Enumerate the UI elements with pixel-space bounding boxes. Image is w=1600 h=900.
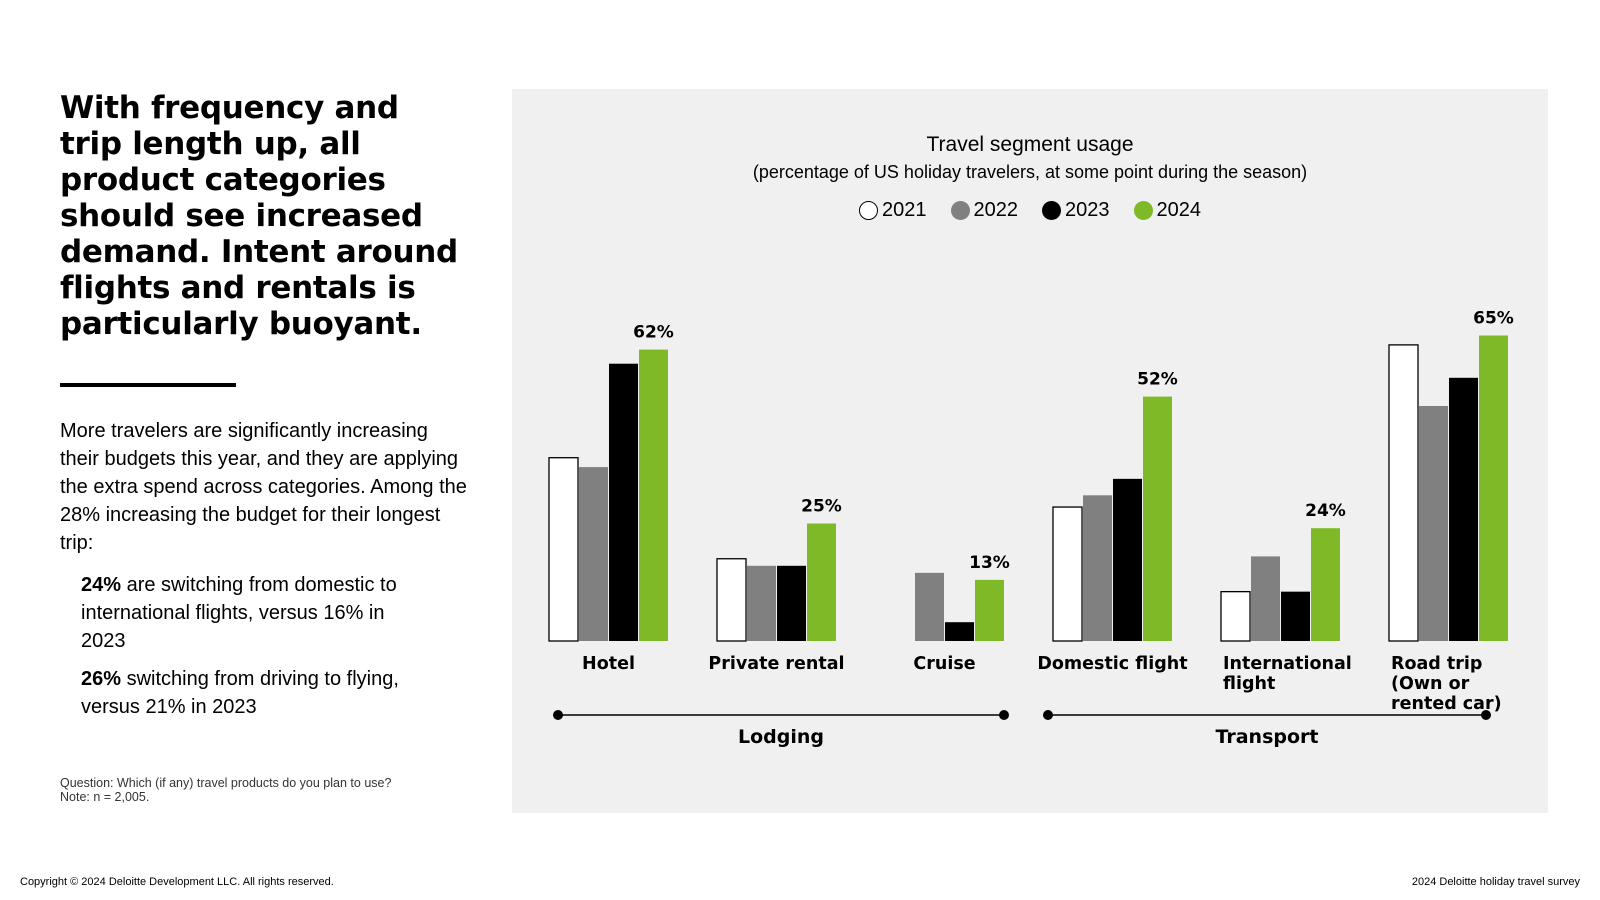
- legend-label-2021: 2021: [882, 199, 927, 221]
- legend-item-2023: 2023: [1042, 199, 1110, 222]
- legend-swatch-2023: [1042, 201, 1061, 220]
- bar-2021: [1220, 590, 1251, 642]
- bar-value-label: 24%: [1305, 501, 1346, 521]
- bar-2023: [1449, 377, 1478, 641]
- legend-label-2022: 2022: [973, 199, 1019, 221]
- bar-value-label: 25%: [801, 497, 842, 517]
- legend-label-2023: 2023: [1065, 199, 1110, 221]
- legend-swatch-2022: [950, 201, 970, 220]
- bullet-stat: 26%: [81, 668, 122, 690]
- group-line-endpoint: [1043, 710, 1053, 720]
- category-label: (Own or: [1391, 674, 1470, 694]
- bar-2024: [1311, 528, 1340, 641]
- bullet-stat: 24%: [81, 574, 122, 596]
- group-line-endpoint: [999, 710, 1009, 720]
- chart-subtitle: (percentage of US holiday travelers, at …: [752, 162, 1308, 182]
- bar-2022: [747, 565, 776, 641]
- bullet-item: 26% switching from driving to flying, ve…: [81, 665, 426, 721]
- note-question: Question: Which (if any) travel products…: [60, 776, 392, 790]
- group-label: Transport: [1215, 726, 1318, 748]
- bar-value-label: 13%: [969, 553, 1010, 573]
- bar-2023: [777, 565, 806, 641]
- category-label: flight: [1223, 674, 1275, 694]
- copyright: Copyright © 2024 Deloitte Development LL…: [20, 876, 334, 888]
- bar-2021: [1388, 344, 1419, 642]
- bar-2022: [1419, 406, 1448, 641]
- category-label: rented car): [1391, 694, 1502, 714]
- body-text: More travelers are significantly increas…: [60, 420, 467, 554]
- group-line-endpoint: [553, 710, 563, 720]
- chart-title: Travel segment usage: [926, 133, 1134, 156]
- category-label: Cruise: [913, 654, 975, 674]
- bar-2021: [716, 558, 747, 642]
- legend-item-2022: 2022: [950, 199, 1019, 222]
- category-label: Private rental: [708, 654, 844, 674]
- bar-2022: [915, 572, 944, 641]
- bar-2023: [945, 622, 974, 641]
- legend-label-2024: 2024: [1156, 199, 1202, 221]
- legend-item-2021: 2021: [859, 199, 927, 222]
- bar-2024: [1143, 396, 1172, 641]
- bar-2022: [1251, 556, 1280, 641]
- note-sample-size: Note: n = 2,005.: [60, 790, 150, 804]
- bar-chart: 62% Hotel 25% Private rental 13% Cruise 52% Dom…: [548, 309, 1514, 748]
- legend-item-2024: 2024: [1133, 199, 1202, 222]
- bar-value-label: 65%: [1473, 309, 1514, 329]
- bullet-item: 24% are switching from domestic to inter…: [81, 571, 426, 655]
- group-line-endpoint: [1481, 710, 1491, 720]
- bar-2024: [807, 523, 836, 641]
- bar-2021: [548, 457, 579, 642]
- bullet-text: switching from driving to flying, versus…: [81, 668, 399, 718]
- legend-swatch-2021: [859, 201, 878, 220]
- bullet-list: 24% are switching from domestic to inter…: [81, 571, 426, 731]
- source-note: Question: Which (if any) travel products…: [60, 776, 460, 804]
- bar-2022: [579, 467, 608, 641]
- category-label: International: [1223, 654, 1352, 674]
- headline-divider: [60, 383, 236, 387]
- bar-2024: [975, 579, 1004, 641]
- category-label: Hotel: [582, 654, 635, 674]
- bar-2024: [639, 349, 668, 641]
- bar-2021: [1052, 506, 1083, 642]
- headline: With frequency and trip length up, all p…: [60, 90, 458, 342]
- bar-2023: [1281, 591, 1310, 641]
- bar-2022: [1083, 495, 1112, 641]
- legend-swatch-2024: [1133, 201, 1153, 220]
- bullet-text: are switching from domestic to internati…: [81, 574, 397, 652]
- category-label: Domestic flight: [1037, 654, 1187, 674]
- group-label: Lodging: [738, 726, 824, 748]
- bar-2023: [609, 363, 638, 641]
- chart-panel: Travel segment usage (percentage of US h…: [512, 89, 1548, 813]
- chart-legend: 2021 2022 2023 2024: [512, 199, 1548, 222]
- survey-name: 2024 Deloitte holiday travel survey: [1411, 876, 1580, 888]
- category-label: Road trip: [1391, 654, 1482, 674]
- bar-2023: [1113, 478, 1142, 641]
- bar-value-label: 62%: [633, 323, 674, 343]
- bar-value-label: 52%: [1137, 370, 1178, 390]
- bar-2024: [1479, 335, 1508, 641]
